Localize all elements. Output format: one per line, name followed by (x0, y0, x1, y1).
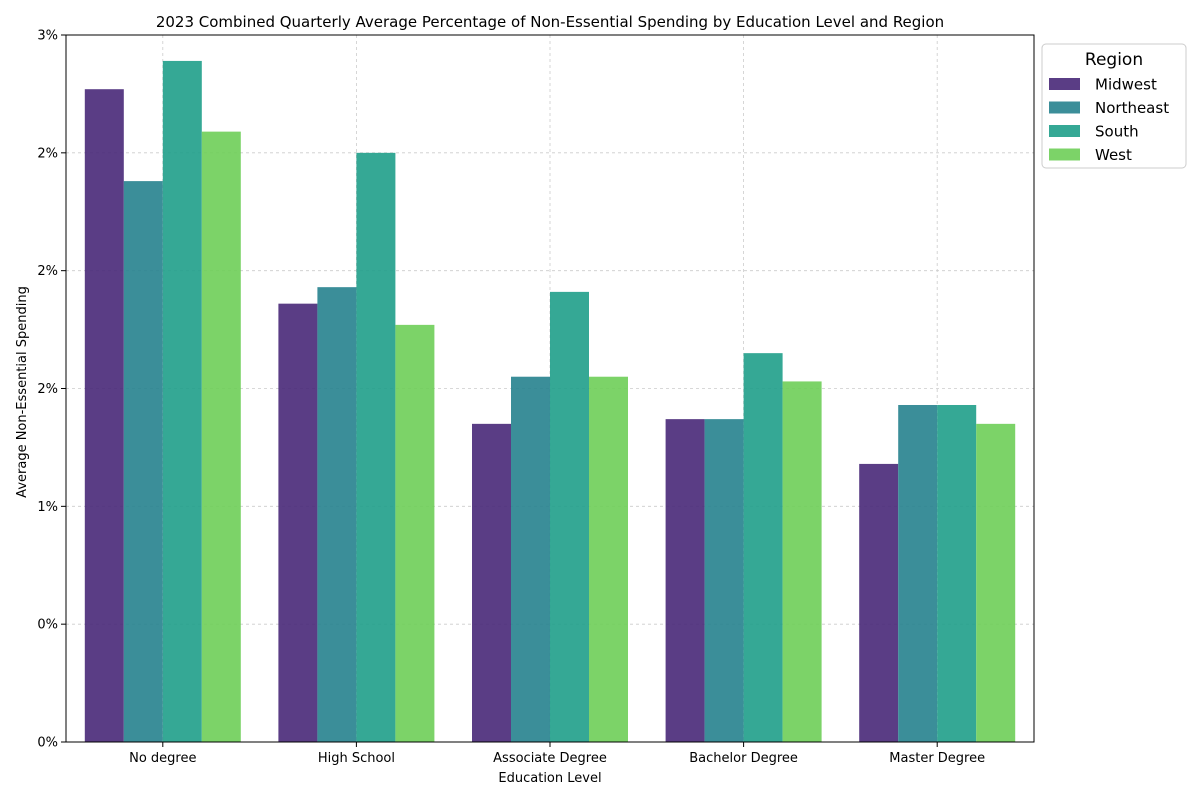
legend-label-south: South (1095, 123, 1139, 141)
y-axis-ticks: 0% 0% 1% 2% 2% 2% 3% (37, 29, 66, 751)
bar-northeast-bachelor-degree (704, 419, 744, 742)
x-tick-label: High School (318, 751, 395, 766)
bar-midwest-bachelor-degree (665, 419, 705, 742)
x-tick-label: No degree (129, 751, 196, 766)
bar-south-high-school (356, 152, 396, 743)
y-tick-label: 2% (37, 146, 58, 161)
y-tick-label: 3% (37, 29, 58, 44)
bar-south-master-degree (937, 404, 977, 742)
bar-south-associate-degree (550, 291, 589, 742)
legend-label-west: West (1095, 146, 1132, 164)
bar-west-master-degree (976, 423, 1016, 742)
x-tick-label: Master Degree (889, 751, 985, 766)
x-tick-label: Associate Degree (493, 751, 607, 766)
bar-west-associate-degree (589, 376, 628, 742)
bar-midwest-master-degree (859, 463, 899, 742)
bar-west-high-school (395, 324, 435, 742)
legend-swatch-midwest (1049, 78, 1080, 90)
y-tick-label: 0% (37, 736, 58, 751)
chart-title: 2023 Combined Quarterly Average Percenta… (156, 13, 944, 31)
y-tick-label: 0% (37, 618, 58, 633)
y-tick-label: 2% (37, 382, 58, 397)
bar-south-bachelor-degree (743, 353, 783, 742)
x-axis-ticks: No degree High School Associate Degree Bach… (129, 742, 985, 766)
bar-northeast-high-school (317, 287, 357, 742)
y-axis-label: Average Non-Essential Spending (15, 286, 30, 498)
bars (84, 60, 1016, 743)
legend-swatch-northeast (1049, 101, 1080, 114)
bar-northeast-no-degree (123, 181, 163, 742)
bar-midwest-no-degree (84, 89, 124, 743)
bar-northeast-master-degree (898, 404, 938, 742)
legend-swatch-south (1049, 125, 1080, 137)
x-tick-label: Bachelor Degree (689, 751, 798, 766)
y-tick-label: 1% (37, 500, 58, 515)
legend-title: Region (1085, 50, 1143, 70)
bar-midwest-high-school (278, 303, 318, 742)
legend: Region Midwest Northeast South West (1041, 43, 1187, 169)
bar-south-no-degree (162, 60, 202, 742)
legend-label-northeast: Northeast (1095, 99, 1169, 117)
y-tick-label: 2% (37, 264, 58, 279)
legend-label-midwest: Midwest (1095, 76, 1157, 94)
bar-west-bachelor-degree (782, 381, 822, 742)
bar-midwest-associate-degree (472, 423, 511, 742)
legend-swatch-west (1049, 148, 1080, 161)
bar-west-no-degree (201, 131, 241, 742)
x-axis-label: Education Level (498, 771, 601, 786)
bar-northeast-associate-degree (511, 376, 550, 742)
